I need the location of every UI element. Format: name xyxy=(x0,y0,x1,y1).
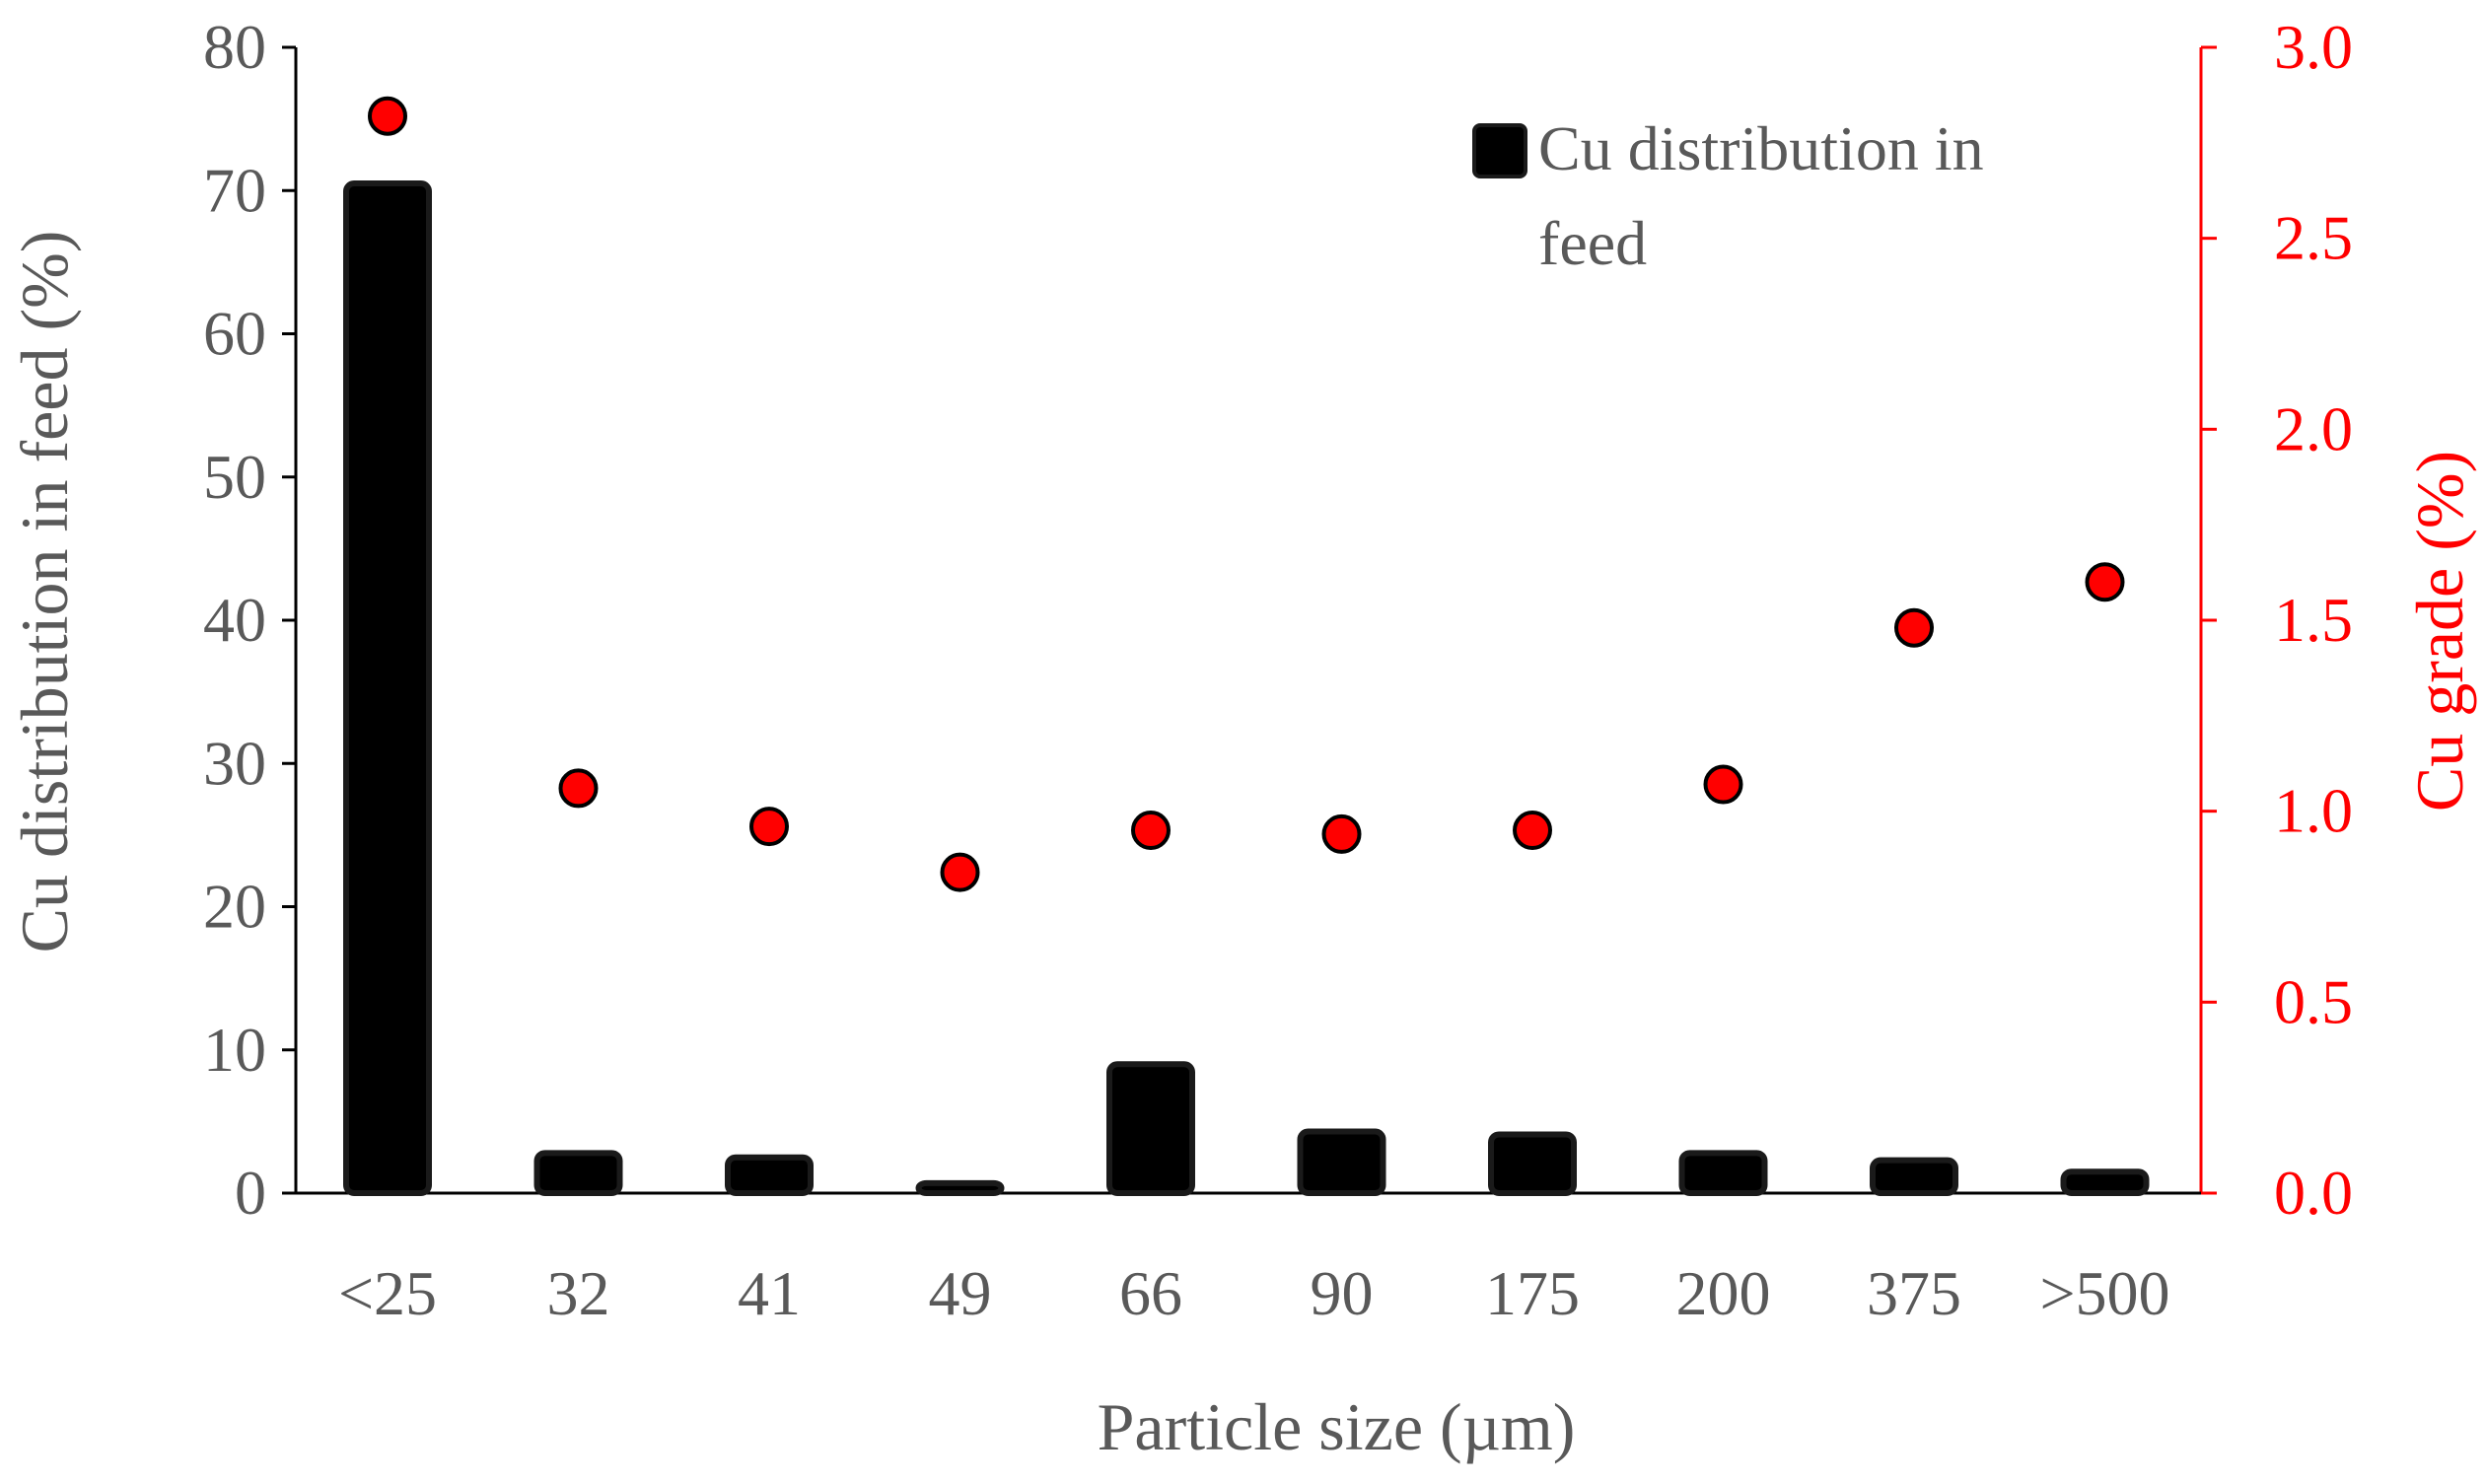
grade-point xyxy=(749,807,789,847)
y-tick-label-right: 0.0 xyxy=(2274,1158,2353,1228)
x-tick-label: 41 xyxy=(738,1258,801,1328)
y-axis-left-title: Cu distribution in feed (%) xyxy=(7,231,82,954)
y-tick-label-left: 80 xyxy=(203,12,266,82)
legend: Cu distribution in feed xyxy=(1472,113,1984,278)
x-axis: <25 32 41 49 66 90 175 200 375 >500 xyxy=(296,1191,2201,1328)
x-tick-label: 375 xyxy=(1867,1258,1961,1328)
y-tick-label-left: 70 xyxy=(203,155,266,225)
legend-label-line1: Cu distribution in xyxy=(1538,113,1984,183)
y-tick-label-left: 20 xyxy=(203,872,266,942)
legend-label-line2: feed xyxy=(1538,208,1647,278)
grade-point xyxy=(1321,813,1362,854)
x-axis-title: Particle size (µm) xyxy=(1098,1389,1576,1464)
y-tick-label-right: 2.5 xyxy=(2274,203,2353,273)
y-tick-label-right: 1.0 xyxy=(2274,776,2353,846)
y-tick-label-left: 30 xyxy=(203,728,266,798)
y-tick-label-left: 0 xyxy=(235,1158,266,1228)
grade-point xyxy=(1894,607,1934,648)
x-tick-label: 90 xyxy=(1311,1258,1374,1328)
x-tick-label: >500 xyxy=(2039,1258,2169,1328)
bar xyxy=(533,1150,623,1196)
x-tick-label: <25 xyxy=(338,1258,437,1328)
bar xyxy=(343,179,432,1196)
bar xyxy=(1106,1061,1195,1197)
y-tick-label-right: 0.5 xyxy=(2274,966,2353,1036)
y-tick-label-left: 60 xyxy=(203,299,266,369)
bar xyxy=(2060,1168,2150,1197)
bar-series xyxy=(343,179,2150,1197)
grade-point xyxy=(1513,811,1552,851)
y-tick-label-left: 40 xyxy=(203,585,266,655)
bar xyxy=(1870,1157,1958,1197)
x-tick-label: 175 xyxy=(1485,1258,1580,1328)
grade-point xyxy=(1131,811,1171,851)
x-tick-label: 32 xyxy=(547,1258,610,1328)
x-tick-label: 200 xyxy=(1676,1258,1771,1328)
grade-point xyxy=(940,852,980,892)
y-tick-label-right: 2.0 xyxy=(2274,393,2353,463)
grade-point xyxy=(2085,562,2125,602)
bar xyxy=(1678,1150,1768,1196)
y-tick-label-right: 3.0 xyxy=(2274,12,2353,82)
y-tick-label-right: 1.5 xyxy=(2274,585,2353,655)
y-tick-label-left: 50 xyxy=(203,442,266,512)
y-tick-label-left: 10 xyxy=(203,1015,266,1085)
x-tick-label: 49 xyxy=(929,1258,992,1328)
grade-series xyxy=(368,96,2125,892)
grade-point xyxy=(558,768,599,809)
y-axis-right-title: Cu grade (%) xyxy=(2402,451,2477,812)
right-axis: 0.0 0.5 1.0 1.5 2.0 2.5 3.0 xyxy=(2199,12,2353,1228)
bar xyxy=(1297,1128,1386,1196)
left-axis: 0 10 20 30 40 50 60 70 80 xyxy=(203,12,298,1228)
bar xyxy=(915,1179,1005,1197)
bar xyxy=(1488,1131,1577,1197)
x-tick-label: 66 xyxy=(1119,1258,1182,1328)
bar xyxy=(725,1154,814,1196)
grade-point xyxy=(1703,764,1743,805)
grade-point xyxy=(368,96,407,136)
legend-bar-swatch xyxy=(1472,123,1527,178)
